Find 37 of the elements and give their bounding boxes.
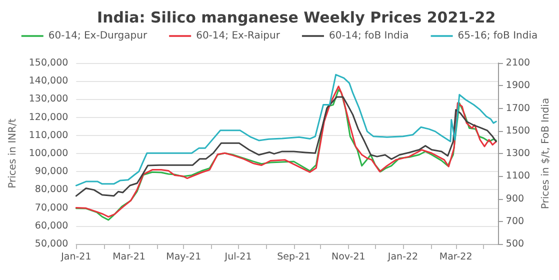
- y-tick-label: 100,000: [28, 148, 68, 159]
- y2-tick-label: 1500: [506, 125, 530, 136]
- y2-tick-label: 900: [506, 193, 524, 204]
- y-tick-label: 90,000: [34, 166, 68, 178]
- y2-tick-label: 700: [506, 216, 524, 227]
- x-tick-label: Mar-21: [112, 252, 146, 262]
- x-tick-label: Mar-22: [439, 252, 472, 262]
- y-tick-label: 140,000: [28, 76, 68, 87]
- y2-axis-title: Prices in $/t, FoB India: [540, 98, 552, 210]
- y-axis-title: Prices in INR/t: [8, 118, 18, 188]
- y-tick-label: 110,000: [28, 130, 68, 141]
- y-tick-label: 60,000: [34, 220, 68, 232]
- legend-label: 60-14; Ex-Raipur: [196, 30, 281, 42]
- legend-label: 60-14; foB India: [328, 30, 409, 42]
- y-tick-label: 70,000: [34, 202, 68, 214]
- y-tick-label: 50,000: [34, 238, 68, 250]
- y2-tick-label: 1300: [506, 148, 530, 159]
- x-tick-label: Sep-21: [277, 252, 310, 262]
- x-tick-label: Nov-21: [331, 252, 366, 262]
- x-tick-label: Jul-21: [224, 252, 252, 262]
- line-series: [75, 96, 497, 197]
- x-tick-label: Jan-22: [386, 252, 418, 262]
- y2-tick-label: 1100: [506, 170, 530, 182]
- legend-label: 60-14; Ex-Durgapur: [48, 30, 148, 42]
- legend-label: 65-16; foB India: [458, 30, 538, 42]
- y-tick-label: 120,000: [28, 112, 68, 123]
- y2-tick-label: 1900: [506, 80, 530, 92]
- line-series: [75, 74, 497, 186]
- x-tick-label: Jan-21: [60, 252, 92, 262]
- y2-tick-label: 2100: [506, 58, 530, 68]
- y2-tick-label: 500: [506, 238, 524, 250]
- y2-tick-label: 1700: [506, 102, 530, 114]
- x-tick-label: May-21: [166, 252, 202, 262]
- chart-title: India: Silico manganese Weekly Prices 2021-22: [97, 8, 496, 26]
- y-tick-label: 150,000: [28, 58, 68, 68]
- y-tick-label: 80,000: [34, 184, 68, 196]
- y-tick-label: 130,000: [28, 94, 68, 105]
